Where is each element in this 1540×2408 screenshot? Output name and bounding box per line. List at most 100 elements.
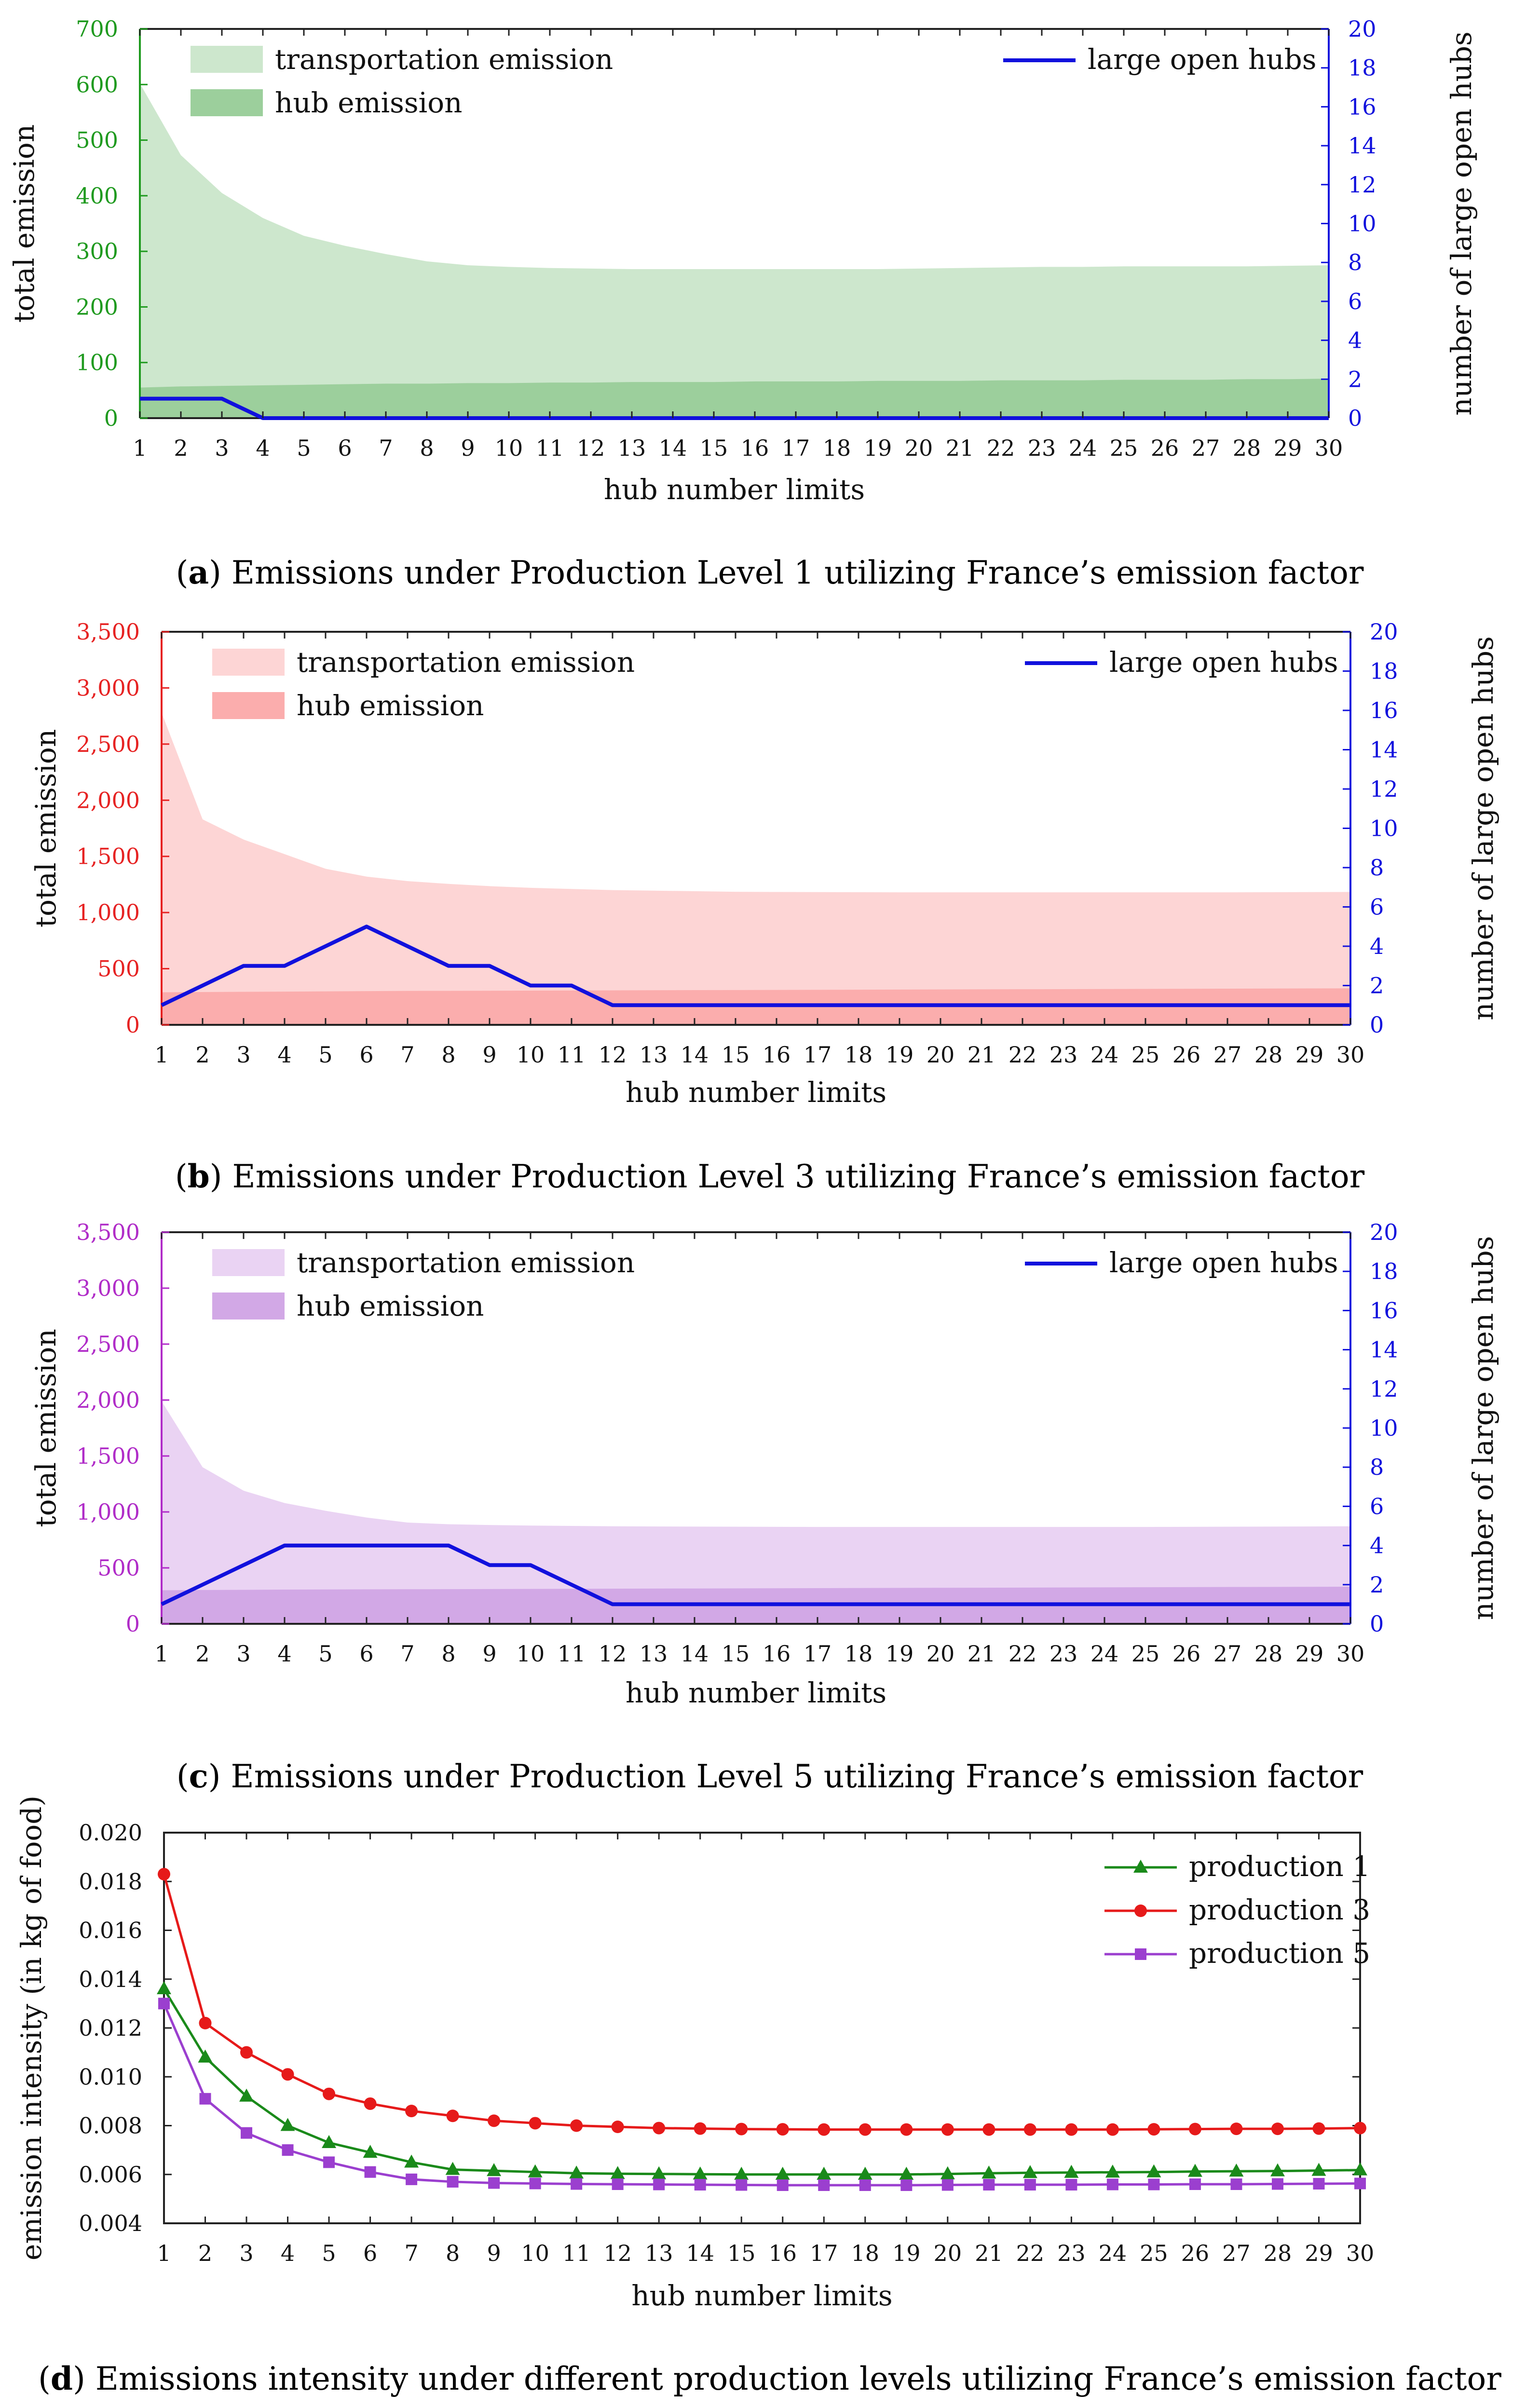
x-tick-label: 18 — [845, 1641, 873, 1667]
data-point-production-3 — [281, 2068, 294, 2081]
data-point-production-1 — [404, 2154, 419, 2168]
caption-b: (b) Emissions under Production Level 3 u… — [175, 1157, 1365, 1195]
data-point-production-1 — [775, 2166, 790, 2180]
x-tick-label: 13 — [640, 1042, 668, 1068]
x-tick-label: 7 — [400, 1042, 414, 1068]
legend-swatch-transportation — [212, 649, 285, 676]
x-tick-label: 27 — [1213, 1641, 1242, 1667]
data-point-production-5 — [529, 2177, 541, 2190]
data-point-production-5 — [364, 2166, 376, 2178]
x-tick-label: 10 — [521, 2240, 549, 2266]
data-point-production-3 — [240, 2046, 253, 2059]
data-point-production-3 — [199, 2016, 212, 2029]
data-point-production-1 — [1146, 2164, 1161, 2177]
y-tick-label: 1,000 — [76, 1499, 140, 1525]
data-point-production-3 — [1188, 2122, 1201, 2136]
x-tick-label: 28 — [1254, 1641, 1283, 1667]
data-point-production-5 — [859, 2179, 871, 2191]
y2-tick-label: 0 — [1370, 1611, 1384, 1637]
data-point-production-5 — [1189, 2178, 1201, 2190]
data-point-production-5 — [447, 2176, 459, 2188]
y-tick-label: 0.012 — [79, 2015, 142, 2041]
y2-tick-label: 14 — [1370, 737, 1398, 763]
y-axis-label: emission intensity (in kg of food) — [15, 1796, 48, 2260]
x-tick-label: 1 — [154, 1641, 168, 1667]
legend-label-production-3: production 3 — [1189, 1893, 1370, 1926]
x-tick-label: 29 — [1295, 1042, 1324, 1068]
x-tick-label: 14 — [681, 1042, 709, 1068]
legend-label-transportation: transportation emission — [275, 43, 613, 76]
x-tick-label: 20 — [927, 1042, 955, 1068]
y-tick-label: 0 — [104, 405, 118, 431]
x-tick-label: 9 — [482, 1641, 496, 1667]
x-tick-label: 18 — [851, 2240, 880, 2266]
x-tick-label: 16 — [763, 1641, 791, 1667]
x-tick-label: 3 — [239, 2240, 253, 2266]
y-tick-label: 0.010 — [79, 2064, 142, 2090]
legend-label-transportation: transportation emission — [297, 1246, 635, 1279]
x-tick-label: 25 — [1110, 435, 1138, 461]
x-tick-label: 19 — [886, 1641, 914, 1667]
data-point-production-3 — [446, 2109, 459, 2122]
x-tick-label: 28 — [1233, 435, 1261, 461]
large-open-hubs-line — [140, 396, 1329, 420]
y-tick-label: 1,500 — [76, 843, 140, 870]
x-tick-label: 25 — [1131, 1042, 1160, 1068]
legend-label-large-open-hubs: large open hubs — [1088, 43, 1317, 76]
data-point-production-3 — [1023, 2123, 1036, 2136]
x-tick-label: 8 — [420, 435, 434, 461]
data-point-production-3 — [364, 2097, 377, 2110]
y-tick-label: 600 — [76, 71, 118, 97]
x-tick-label: 2 — [195, 1641, 209, 1667]
y-tick-label: 2,000 — [76, 1387, 140, 1413]
x-tick-label: 23 — [1049, 1042, 1078, 1068]
x-tick-label: 12 — [599, 1641, 627, 1667]
y2-tick-label: 2 — [1348, 366, 1362, 392]
data-point-production-5 — [1106, 2178, 1118, 2190]
data-point-production-5 — [941, 2179, 954, 2191]
data-point-production-3 — [776, 2123, 789, 2136]
x-tick-label: 14 — [681, 1641, 709, 1667]
x-tick-label: 26 — [1181, 2240, 1210, 2266]
x-tick-label: 2 — [174, 435, 188, 461]
legend-label-large-open-hubs: large open hubs — [1109, 1246, 1338, 1279]
y-tick-label: 100 — [76, 350, 118, 376]
x-tick-label: 16 — [763, 1042, 791, 1068]
x-tick-label: 11 — [558, 1641, 586, 1667]
y2-axis-label: number of large open hubs — [1467, 1236, 1499, 1620]
hub-emission-area — [140, 379, 1329, 418]
data-point-production-1 — [239, 2088, 254, 2102]
y-tick-label: 400 — [76, 183, 118, 209]
x-tick-label: 4 — [277, 1042, 291, 1068]
y-tick-label: 1,000 — [76, 899, 140, 925]
x-tick-label: 5 — [318, 1641, 332, 1667]
x-tick-label: 11 — [558, 1042, 586, 1068]
x-tick-label: 20 — [927, 1641, 955, 1667]
data-point-production-1 — [1105, 2164, 1120, 2178]
x-tick-label: 24 — [1069, 435, 1097, 461]
y-tick-label: 0 — [126, 1611, 140, 1637]
x-axis-label: hub number limits — [604, 473, 865, 506]
data-point-production-1 — [693, 2166, 708, 2180]
x-tick-label: 6 — [363, 2240, 377, 2266]
x-tick-label: 13 — [618, 435, 646, 461]
legend-marker-production-5 — [1135, 1948, 1146, 1960]
x-tick-label: 19 — [886, 1042, 914, 1068]
x-tick-label: 21 — [968, 1042, 996, 1068]
y2-tick-label: 4 — [1370, 933, 1384, 959]
x-tick-label: 23 — [1049, 1641, 1078, 1667]
x-tick-label: 15 — [722, 1042, 750, 1068]
data-point-production-5 — [900, 2179, 913, 2191]
y2-tick-label: 16 — [1348, 94, 1376, 120]
data-point-production-3 — [1354, 2122, 1366, 2135]
x-tick-label: 1 — [133, 435, 147, 461]
x-tick-label: 25 — [1131, 1641, 1160, 1667]
data-point-production-1 — [940, 2166, 955, 2179]
y2-tick-label: 6 — [1370, 894, 1384, 920]
x-tick-label: 22 — [987, 435, 1015, 461]
y2-tick-label: 2 — [1370, 1572, 1384, 1598]
x-tick-label: 9 — [461, 435, 475, 461]
data-point-production-5 — [736, 2179, 748, 2191]
data-point-production-1 — [322, 2135, 337, 2148]
